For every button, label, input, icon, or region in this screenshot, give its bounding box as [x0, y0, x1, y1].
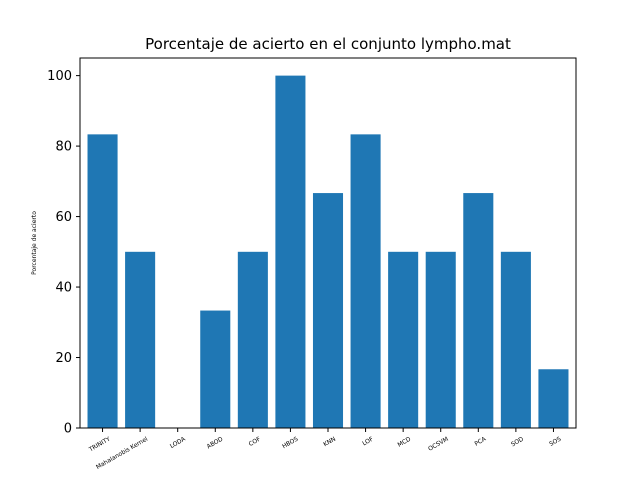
bar-trinity [87, 134, 118, 429]
y-tick-label: 20 [55, 351, 72, 366]
y-axis-ticks: 0 20 40 60 80 100 [47, 69, 80, 437]
y-tick-label: 100 [47, 69, 72, 84]
bar-sos [538, 369, 569, 428]
x-tick-label: ABOD [206, 435, 225, 450]
x-tick-label: OCSVM [427, 436, 450, 453]
x-tick-label: SOS [548, 436, 562, 448]
x-tick-label: KNN [322, 436, 337, 449]
y-tick-label: 0 [64, 422, 72, 437]
bar-mahalanobis-kernel [125, 251, 156, 428]
bars-group [87, 75, 569, 429]
x-tick-label: COF [248, 435, 263, 448]
bar-lof [350, 134, 381, 429]
bar-hbos [275, 75, 306, 429]
x-tick-label: TRINITY [87, 436, 112, 454]
chart-title: Porcentaje de acierto en el conjunto lym… [145, 35, 511, 53]
x-tick-label: LOF [361, 435, 375, 447]
x-tick-label: SOD [510, 435, 525, 448]
bar-pca [463, 193, 494, 428]
y-axis-label: Porcentaje de acierto [31, 211, 38, 275]
y-tick-label: 60 [55, 210, 72, 225]
bar-abod [200, 310, 231, 428]
bar-cof [237, 251, 268, 428]
bar-ocsvm [425, 251, 456, 428]
bar-mcd [388, 251, 419, 428]
bar-sod [500, 251, 531, 428]
plot-area-frame [79, 57, 577, 429]
x-tick-label: MCD [397, 435, 413, 448]
y-tick-label: 40 [55, 281, 72, 296]
x-tick-label: HBOS [281, 436, 299, 451]
x-tick-label: LODA [169, 435, 188, 450]
bar-knn [312, 193, 344, 428]
x-tick-label: PCA [473, 435, 488, 447]
y-tick-label: 80 [55, 140, 72, 155]
